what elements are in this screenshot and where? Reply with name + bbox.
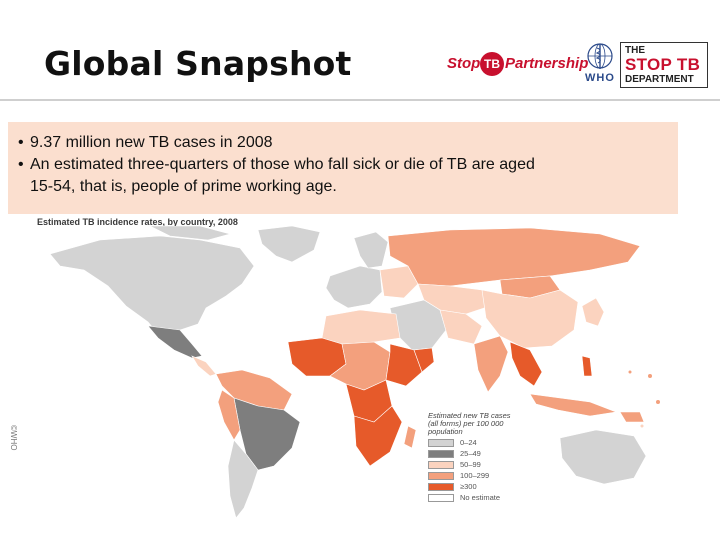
legend-title: Estimated new TB cases (all forms) per 1… [428,411,511,436]
map-island [628,370,632,374]
who-logo: WHO [582,42,618,88]
dept-line-1: THE [625,45,645,56]
logo-stop-text: Stop [447,55,481,72]
map-copyright: ©WHO [9,425,18,451]
who-text: WHO [585,72,615,84]
logo-partnership-text: Partnership [505,55,589,72]
map-europe-west [325,265,383,309]
legend-row: 50–99 [428,460,538,469]
legend-label: 0–24 [460,438,477,447]
slide-title: Global Snapshot [44,44,352,83]
map-greenland [257,226,321,263]
map-north-america [49,235,255,335]
legend-label: No estimate [460,493,501,502]
bullet-text-continued: 15-54, that is, people of prime working … [30,178,337,195]
legend-swatch [428,493,454,502]
map-island [656,400,660,404]
bullet-item: • An estimated three-quarters of those wh… [18,154,678,198]
legend-label: 50–99 [460,460,481,469]
dept-line-2: STOP TB [625,55,701,74]
bullet-item: • 9.37 million new TB cases in 2008 [18,134,273,151]
legend-label: 25–49 [460,449,481,458]
world-tb-incidence-map [49,226,660,519]
map-eastern-europe [379,265,419,299]
dept-line-3: DEPARTMENT [625,74,694,85]
bullet-box: • 9.37 million new TB cases in 2008 • An e… [8,122,678,214]
map-png [619,411,645,423]
legend-row: 100–299 [428,471,538,480]
map-russia [387,227,641,287]
map-mexico [147,325,203,359]
legend-row: 25–49 [428,449,538,458]
map-southern-cone [227,439,259,519]
logo-tb-mark: TB [480,52,504,76]
map-australia [559,429,647,485]
legend-swatch [428,471,454,480]
map-scandinavia [353,231,389,269]
map-brazil [233,397,301,471]
who-emblem-icon [587,43,613,69]
legend-row: 0–24 [428,438,538,447]
bullet-list: • 9.37 million new TB cases in 2008 • An e… [8,122,678,198]
legend-row: No estimate [428,493,538,502]
map-horn-of-africa [413,347,435,373]
legend-label: ≥300 [460,482,477,491]
map-japan-korea [581,297,605,327]
bullet-text: An estimated three-quarters of those who… [30,156,535,173]
legend-swatch [428,449,454,458]
map-madagascar [403,425,417,449]
bullet-text: 9.37 million new TB cases in 2008 [30,134,273,151]
map-legend: Estimated new TB cases (all forms) per 1… [428,412,538,502]
map-title: Estimated TB incidence rates, by country… [37,217,238,227]
header-divider [0,99,720,101]
map-indonesia [529,393,618,417]
legend-label: 100–299 [460,471,490,480]
legend-swatch [428,482,454,491]
map-india [473,335,509,393]
map-southeast-asia [509,341,543,387]
legend-swatch [428,438,454,447]
stop-tb-partnership-logo: Stop TB Partnership [447,52,588,78]
map-china [481,289,579,349]
legend-swatch [428,460,454,469]
legend-row: ≥300 [428,482,538,491]
map-southern-africa [353,405,403,467]
map-iran-pakistan [439,309,483,345]
map-north-africa [321,309,401,345]
map-island [648,374,652,378]
map-philippines [581,355,593,377]
map-canada-islands [149,226,232,241]
stop-tb-department-logo: THE STOP TB DEPARTMENT [620,42,708,88]
map-central-america [191,355,217,377]
map-island [640,424,644,428]
